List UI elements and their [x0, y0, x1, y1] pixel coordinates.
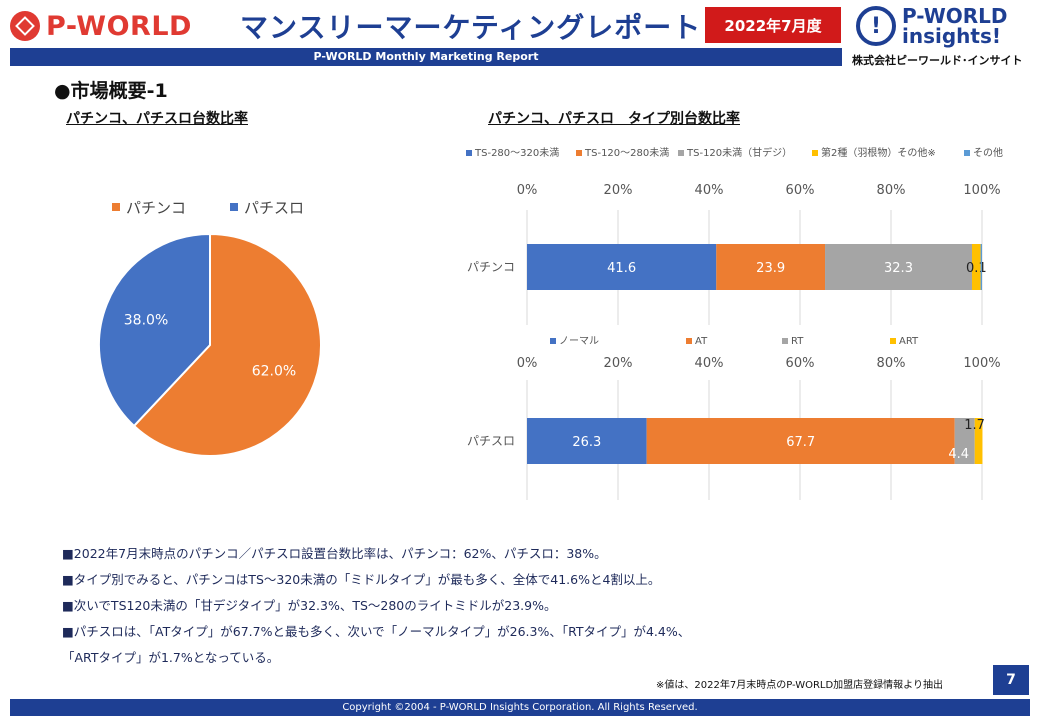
page-title: マンスリーマーケティングレポート — [240, 11, 702, 44]
legend-swatch — [230, 203, 238, 211]
pachinko-bar-chart: TS-280～320未満 TS-120～280未満 TS-120未満（甘デジ） 第2種… — [466, 146, 1003, 325]
commentary-line: ■タイプ別でみると、パチンコはTS～320未満の「ミドルタイプ」が最も多く、全体… — [62, 572, 661, 587]
bar-segment — [527, 418, 647, 464]
legend-swatch — [466, 150, 472, 156]
legend-label: RT — [791, 336, 804, 347]
x-tick-label: 0% — [517, 356, 538, 371]
bar-segment — [825, 244, 972, 290]
bar-chart-title: パチンコ、パチスロ タイプ別台数比率 — [488, 111, 740, 127]
legend-swatch — [782, 338, 788, 344]
legend-label: TS-120～280未満 — [584, 147, 669, 159]
bar-segment — [716, 244, 826, 290]
pachislot-bar-chart: ノーマル AT RT ART 0% 20% 40% 60% 80% 100% パチスロ 26.3 67.… — [467, 336, 1001, 500]
legend-label: パチスロ — [244, 199, 304, 217]
legend-label: ノーマル — [559, 336, 599, 347]
legend-label: AT — [695, 336, 708, 347]
pie-slices: 62.0% 38.0% — [98, 232, 322, 457]
pie-slice — [98, 232, 211, 428]
bar-data-label: 32.3 — [884, 261, 913, 276]
pie-chart: パチンコ パチスロ 62.0% 38.0% — [98, 199, 322, 457]
insights-logo: ! P-WORLD insights! 株式会社ピーワールド･インサイト — [852, 4, 1038, 68]
bar-segment — [971, 244, 981, 290]
legend-swatch — [890, 338, 896, 344]
bar-data-label: 23.9 — [756, 261, 785, 276]
legend-swatch — [112, 203, 120, 211]
source-note: ※値は、2022年7月末時点のP-WORLD加盟店登録情報より抽出 — [656, 680, 943, 691]
date-badge: 2022年7月度 — [705, 7, 841, 43]
legend-swatch — [550, 338, 556, 344]
x-tick-label: 40% — [695, 356, 724, 371]
insights-logo-line2: insights! — [902, 24, 1001, 48]
commentary: ■2022年7月末時点のパチンコ／パチスロ設置台数比率は、パチンコ：62%、パチ… — [62, 541, 690, 671]
x-tick-label: 40% — [695, 183, 724, 198]
legend-swatch — [812, 150, 818, 156]
x-tick-label: 80% — [877, 356, 906, 371]
bar-data-label: 4.4 — [948, 447, 969, 462]
x-tick-label: 100% — [963, 356, 1000, 371]
legend-swatch — [686, 338, 692, 344]
commentary-line: ■パチスロは、「ATタイプ」が67.7%と最も多く、次いで「ノーマルタイプ」が2… — [62, 624, 691, 639]
insights-company-name: 株式会社ピーワールド･インサイト — [852, 54, 1023, 67]
legend-label: TS-280～320未満 — [474, 147, 559, 159]
x-tick-label: 100% — [963, 183, 1000, 198]
x-tick-label: 80% — [877, 183, 906, 198]
insights-logo-line1: P-WORLD — [902, 4, 1008, 28]
subtitle-bar: P-WORLD Monthly Marketing Report — [10, 48, 842, 66]
bar-data-label: 67.7 — [786, 435, 815, 450]
x-tick-label: 20% — [604, 183, 633, 198]
category-label: パチンコ — [467, 260, 515, 274]
bar-segment — [974, 418, 983, 464]
bar-segment — [980, 244, 982, 290]
section-heading: ●市場概要-1 — [54, 80, 168, 102]
commentary-line: ■次いでTS120未満の「甘デジタイプ」が32.3%、TS～280のライトミドル… — [62, 598, 557, 613]
exclamation-icon: ! — [856, 6, 896, 46]
page-number: 7 — [993, 665, 1029, 695]
bar-data-label: 41.6 — [607, 261, 636, 276]
pie-slice — [132, 232, 322, 457]
pie-data-label: 62.0% — [252, 363, 296, 379]
brand-logo: P-WORLD — [10, 8, 192, 44]
legend-label: 第2種（羽根物）その他※ — [821, 146, 936, 159]
legend-swatch — [576, 150, 582, 156]
commentary-line: 「ARTタイプ」が1.7%となっている。 — [62, 650, 280, 665]
bar-segment — [646, 418, 955, 464]
legend-label: ART — [899, 336, 919, 347]
pie-legend: パチンコ パチスロ — [112, 199, 304, 217]
x-tick-label: 60% — [786, 183, 815, 198]
footer-copyright: Copyright ©2004 - P-WORLD Insights Corpo… — [10, 699, 1030, 716]
category-label: パチスロ — [467, 434, 515, 448]
legend-label: TS-120未満（甘デジ） — [686, 146, 792, 159]
bar-segment — [954, 418, 975, 464]
legend-swatch — [964, 150, 970, 156]
commentary-line: ■2022年7月末時点のパチンコ／パチスロ設置台数比率は、パチンコ：62%、パチ… — [62, 546, 607, 561]
legend-label: パチンコ — [126, 199, 186, 217]
bar-data-label: 26.3 — [572, 435, 601, 450]
pie-data-label: 38.0% — [124, 313, 168, 329]
x-tick-label: 60% — [786, 356, 815, 371]
brand-logo-icon — [10, 11, 40, 41]
brand-name: P-WORLD — [46, 10, 192, 42]
legend-swatch — [678, 150, 684, 156]
bar-data-label: 0.1 — [966, 261, 987, 276]
bar-data-label: 1.7 — [964, 418, 985, 433]
x-tick-label: 0% — [517, 183, 538, 198]
bar-segment — [527, 244, 717, 290]
pie-chart-title: パチンコ、パチスロ台数比率 — [66, 111, 248, 127]
legend-label: その他 — [973, 146, 1003, 159]
x-tick-label: 20% — [604, 356, 633, 371]
